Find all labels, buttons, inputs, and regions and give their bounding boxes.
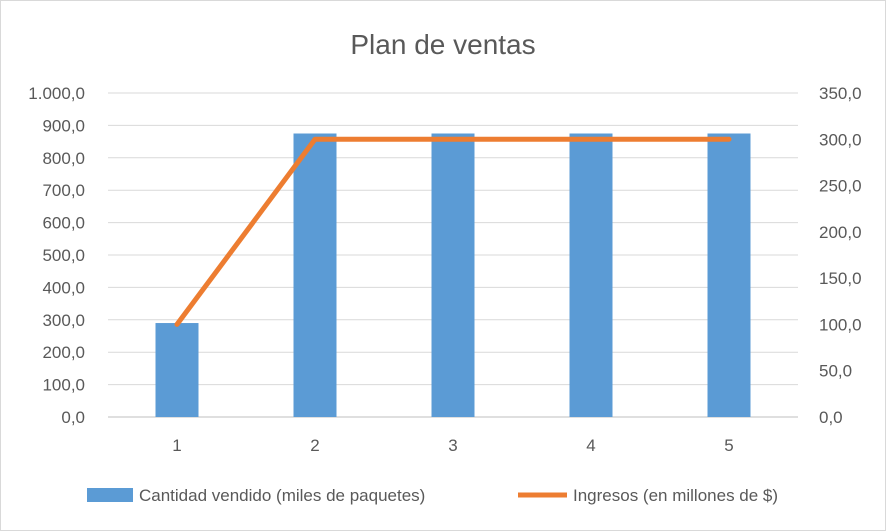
y-right-tick-label: 50,0	[819, 362, 852, 381]
x-tick-label: 2	[310, 436, 319, 455]
y-left-tick-label: 200,0	[42, 343, 85, 362]
y-right-tick-label: 300,0	[819, 130, 862, 149]
y-right-tick-label: 0,0	[819, 408, 843, 427]
y-axis-left: 0,0 100,0 200,0 300,0 400,0 500,0 600,0 700,0 80…	[28, 84, 85, 427]
y-right-tick-label: 350,0	[819, 84, 862, 103]
bar-series	[155, 133, 751, 417]
legend-swatch-bar	[87, 488, 133, 502]
legend-label-line: Ingresos (en millones de $)	[573, 486, 778, 505]
x-tick-label: 4	[586, 436, 595, 455]
y-right-tick-label: 150,0	[819, 269, 862, 288]
line-series	[174, 136, 732, 327]
bar	[707, 133, 751, 417]
y-left-tick-label: 500,0	[42, 246, 85, 265]
line-series-path	[174, 136, 732, 327]
bar	[431, 133, 475, 417]
bar	[569, 133, 613, 417]
y-left-tick-label: 400,0	[42, 278, 85, 297]
chart-title: Plan de ventas	[350, 29, 535, 60]
legend-label-bar: Cantidad vendido (miles de paquetes)	[139, 486, 425, 505]
y-left-tick-label: 300,0	[42, 311, 85, 330]
x-tick-label: 5	[724, 436, 733, 455]
y-left-tick-label: 0,0	[61, 408, 85, 427]
x-tick-label: 3	[448, 436, 457, 455]
y-left-tick-label: 900,0	[42, 116, 85, 135]
y-right-tick-label: 250,0	[819, 177, 862, 196]
bar	[293, 133, 337, 417]
legend: Cantidad vendido (miles de paquetes) Ing…	[87, 486, 778, 505]
y-right-tick-label: 200,0	[819, 223, 862, 242]
y-left-tick-label: 700,0	[42, 181, 85, 200]
bar	[155, 323, 199, 417]
x-axis: 1 2 3 4 5	[172, 436, 733, 455]
y-left-tick-label: 800,0	[42, 149, 85, 168]
y-right-tick-label: 100,0	[819, 315, 862, 334]
y-axis-right: 0,0 50,0 100,0 150,0 200,0 250,0 300,0 350,0	[819, 84, 862, 427]
y-left-tick-label: 1.000,0	[28, 84, 85, 103]
y-left-tick-label: 600,0	[42, 214, 85, 233]
x-tick-label: 1	[172, 436, 181, 455]
y-left-tick-label: 100,0	[42, 376, 85, 395]
